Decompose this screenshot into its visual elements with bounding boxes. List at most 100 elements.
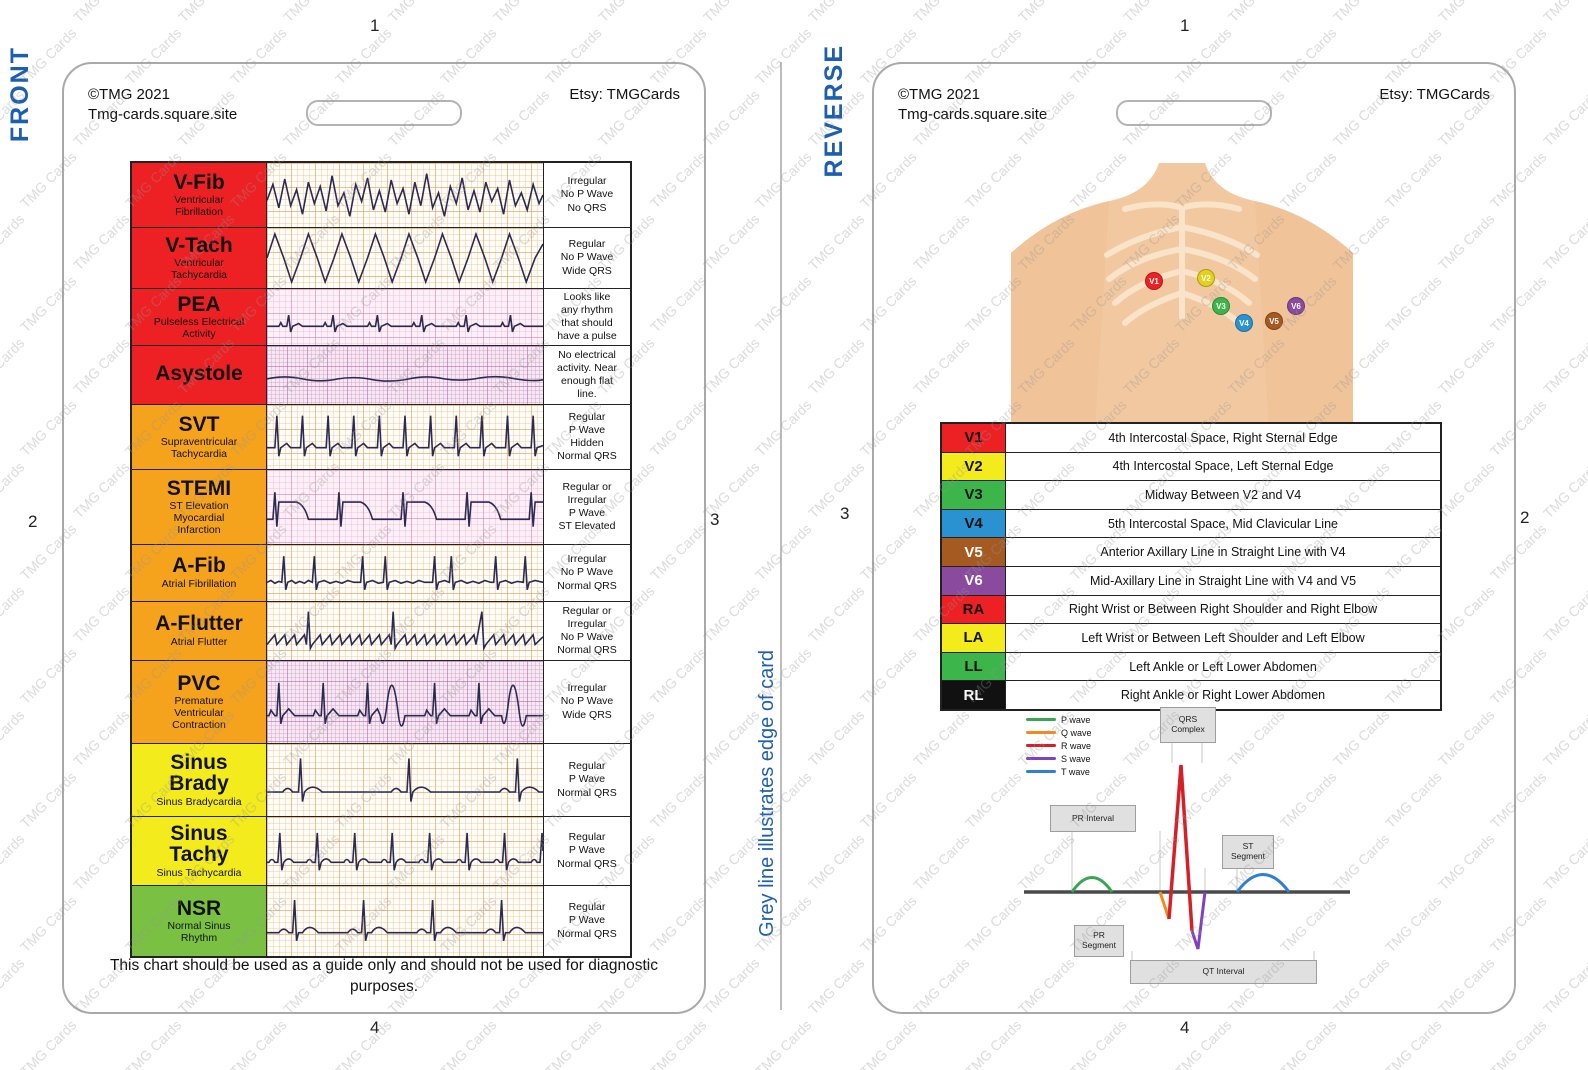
rhythm-name-cell: SVT Supraventricular Tachycardia [132,405,267,469]
rhythm-title: Sinus Brady [169,750,229,796]
rhythm-name-cell: Asystole [132,346,267,404]
ecg-strip [267,289,544,345]
rhythm-subtitle: Normal Sinus Rhythm [167,919,231,944]
ecg-waveform [267,405,543,469]
rhythm-description: Looks like any rhythm that should have a… [557,290,617,343]
site-url: Tmg-cards.square.site [88,106,238,123]
rhythm-description: Regular or Irregular No P Wave Normal QR… [557,604,617,657]
rhythm-description: Regular P Wave Hidden Normal QRS [557,410,617,463]
chest-lead-v5-dot: V5 [1265,312,1283,330]
crop-mark-left: 2 [28,512,38,531]
copyright-text: ©TMG 2021 [898,86,980,103]
lead-description: 4th Intercostal Space, Right Sternal Edg… [1108,430,1338,445]
ecg-waveform [267,346,543,404]
lead-placement-table: V1 4th Intercostal Space, Right Sternal … [940,422,1442,711]
rhythm-name-cell: Sinus Brady Sinus Bradycardia [132,744,267,816]
ecg-waveform [267,886,543,956]
ecg-strip [267,661,544,743]
site-url: Tmg-cards.square.site [898,106,1048,123]
qt-interval-label: QT Interval [1130,960,1317,984]
ecg-waveform [267,817,543,885]
rhythm-table: V-Fib Ventricular Fibrillation Irregular… [130,161,632,958]
table-row: Asystole No electrical activity. Near en… [132,346,630,405]
wave-color-swatch [1026,718,1056,721]
table-row: V5 Anterior Axillary Line in Straight Li… [942,538,1440,567]
disclaimer-text: This chart should be used as a guide onl… [109,957,659,995]
table-row: V2 4th Intercostal Space, Left Sternal E… [942,452,1440,482]
lead-label: LL [942,652,1006,681]
rhythm-title: STEMI [166,476,232,500]
rhythm-name-cell: A-Flutter Atrial Flutter [132,602,267,660]
lead-label: LA [942,624,1006,652]
ecg-strip [267,744,544,816]
ecg-strip [267,346,544,404]
wave-legend: P wave Q wave R wave S wave T wave [1026,713,1092,778]
lead-label: RA [942,595,1006,624]
rhythm-subtitle: Premature Ventricular Contraction [172,695,226,731]
chest-lead-v4-dot: V4 [1235,314,1253,332]
lead-description: Left Wrist or Between Left Shoulder and … [1081,630,1365,645]
rhythm-subtitle: ST Elevation Myocardial Infarction [169,500,229,536]
rhythm-title: PEA [177,292,221,316]
lead-description: Mid-Axillary Line in Straight Line with … [1089,573,1357,588]
legend-item: S wave [1026,752,1092,765]
legend-item: P wave [1026,713,1092,726]
table-row: V4 5th Intercostal Space, Mid Clavicular… [942,509,1440,539]
lead-label: V3 [942,481,1006,509]
lead-description: Left Ankle or Left Lower Abdomen [1129,659,1317,674]
chest-lead-placement-diagram: V1 V2 V3 V4 V5 V6 [1007,156,1357,428]
rhythm-subtitle: Ventricular Fibrillation [174,193,224,218]
rhythm-title: Sinus Tachy [169,821,229,867]
ecg-strip [267,470,544,544]
rhythm-subtitle: Ventricular Tachycardia [170,256,228,281]
crop-mark-bottom-left: 4 [370,1018,380,1037]
rhythm-description: No electrical activity. Near enough flat… [557,348,617,401]
ecg-waveform [267,545,543,601]
rhythm-description: Regular P Wave Normal QRS [557,901,617,940]
badge-slot [1116,100,1272,126]
rhythm-subtitle: Pulseless Electrical Activity [153,315,245,340]
table-row: V-Tach Ventricular Tachycardia Regular N… [132,228,630,289]
table-row: STEMI ST Elevation Myocardial Infarction… [132,470,630,545]
lead-description: 5th Intercostal Space, Mid Clavicular Li… [1108,516,1338,531]
lead-description: Anterior Axillary Line in Straight Line … [1100,545,1346,560]
rhythm-description: Regular P Wave Normal QRS [557,831,617,870]
table-row: LA Left Wrist or Between Left Shoulder a… [942,624,1440,653]
wave-color-swatch [1026,757,1056,760]
table-row: V6 Mid-Axillary Line in Straight Line wi… [942,566,1440,596]
table-row: NSR Normal Sinus Rhythm Regular P Wave N… [132,886,630,956]
wave-color-swatch [1026,770,1056,773]
legend-item: R wave [1026,739,1092,752]
lead-description: 4th Intercostal Space, Left Sternal Edge [1112,459,1334,474]
rhythm-subtitle: Sinus Tachycardia [156,866,242,879]
chest-lead-v2-dot: V2 [1197,269,1215,287]
rhythm-subtitle: Atrial Fibrillation [161,577,237,590]
table-row: Sinus Tachy Sinus Tachycardia Regular P … [132,817,630,886]
ecg-strip [267,817,544,885]
rhythm-description: Irregular No P Wave No QRS [560,175,614,214]
chest-lead-v6-dot: V6 [1287,297,1305,315]
table-row: RL Right Ankle or Right Lower Abdomen [942,681,1440,709]
rhythm-title: PVC [177,671,221,695]
wave-color-swatch [1026,744,1056,747]
table-row: SVT Supraventricular Tachycardia Regular… [132,405,630,470]
crop-mark-right: 2 [1520,508,1530,527]
crop-mark-center-right: 3 [840,504,850,523]
rhythm-title: V-Fib [173,170,225,194]
badge-slot [306,100,462,126]
table-row: PVC Premature Ventricular Contraction Ir… [132,661,630,744]
ecg-waveform [267,228,543,288]
rhythm-title: SVT [178,412,220,436]
rhythm-description: Irregular No P Wave Normal QRS [557,553,617,592]
lead-label: V1 [942,424,1006,452]
table-row: V3 Midway Between V2 and V4 [942,481,1440,510]
rhythm-name-cell: PVC Premature Ventricular Contraction [132,661,267,743]
crop-mark-top-right: 1 [1180,16,1190,35]
pr-interval-label: PR Interval [1050,805,1136,832]
lead-label: V4 [942,509,1006,538]
wave-color-swatch [1026,731,1056,734]
legend-item: Q wave [1026,726,1092,739]
table-row: V1 4th Intercostal Space, Right Sternal … [942,424,1440,453]
card-edge-divider-line [780,62,782,1010]
lead-label: V5 [942,538,1006,566]
